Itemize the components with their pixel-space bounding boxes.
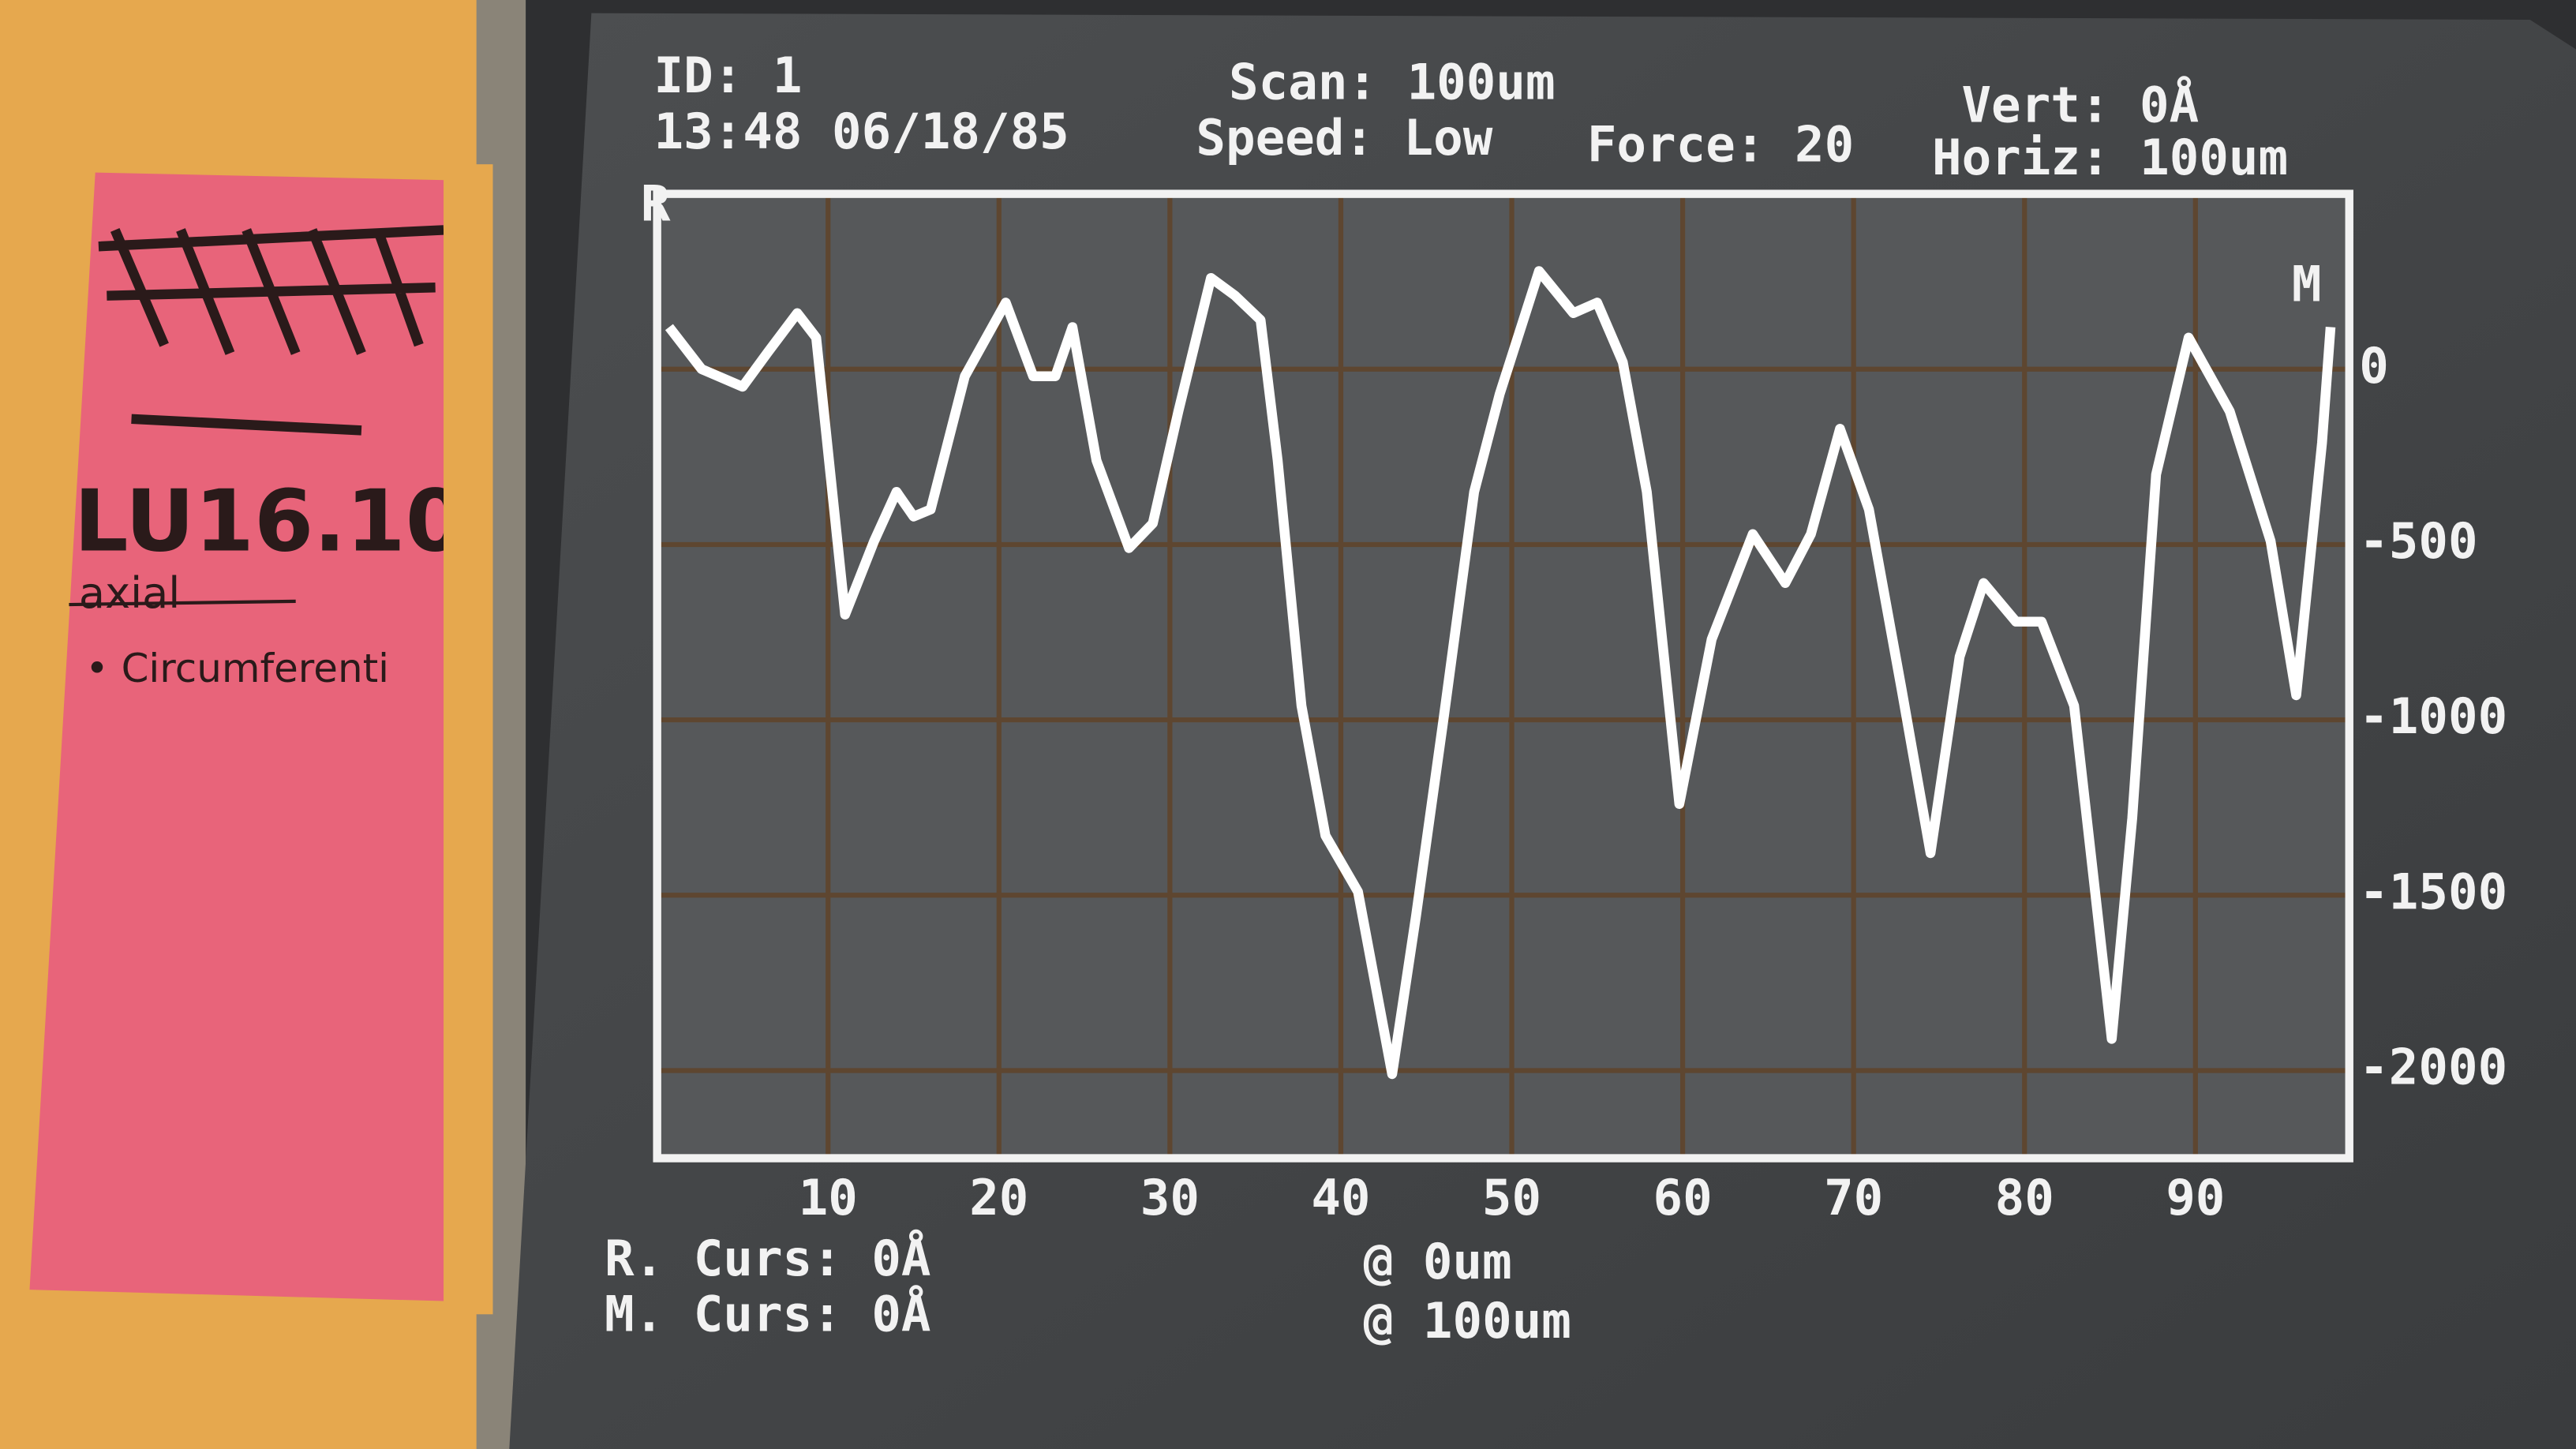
note-label: LU16.10 bbox=[74, 471, 465, 571]
y-tick-label: -500 bbox=[2359, 512, 2477, 570]
screen-text: ID: 1 bbox=[653, 47, 802, 104]
note-struck: axial bbox=[79, 568, 180, 618]
plot-area bbox=[657, 193, 2349, 1159]
screen-text: Speed: Low bbox=[1196, 109, 1492, 167]
x-tick-label: 80 bbox=[1995, 1169, 2054, 1226]
y-tick-label: -1000 bbox=[2359, 687, 2507, 745]
screen-text: @ 100um bbox=[1364, 1292, 1571, 1350]
x-tick-label: 40 bbox=[1311, 1169, 1370, 1226]
y-tick-label: 0 bbox=[2359, 337, 2389, 395]
y-tick-label: -2000 bbox=[2359, 1039, 2507, 1096]
screen-text: @ 0um bbox=[1364, 1233, 1512, 1290]
note-item: • Circumferenti bbox=[85, 646, 389, 691]
x-tick-label: 10 bbox=[799, 1169, 858, 1226]
note-clip bbox=[444, 164, 493, 1315]
screen-text: R. Curs: 0Å bbox=[605, 1230, 930, 1287]
profile-line bbox=[665, 266, 2336, 1080]
x-tick-label: 60 bbox=[1653, 1169, 1713, 1226]
screen-text: 13:48 06/18/85 bbox=[653, 103, 1069, 160]
x-tick-label: 20 bbox=[969, 1169, 1028, 1226]
plot-frame bbox=[653, 189, 2353, 1163]
x-tick-label: 90 bbox=[2166, 1169, 2225, 1226]
sticky-note: LU16.10 axial • Circumferenti bbox=[29, 172, 474, 1301]
screen-text: Force: 20 bbox=[1587, 115, 1854, 173]
strike bbox=[69, 599, 296, 607]
plot: 0 -500 -1000 -1500 -2000 10 20 30 40 50 60 70 80 90 ID… bbox=[605, 47, 2507, 1350]
screen-text: Horiz: 100um bbox=[1932, 129, 2288, 186]
scribble bbox=[98, 225, 444, 436]
x-tick-label: 30 bbox=[1140, 1169, 1200, 1226]
note-paper bbox=[29, 172, 474, 1301]
screen-text: Scan: 100um bbox=[1229, 53, 1555, 110]
screen-text: M bbox=[2292, 255, 2322, 313]
x-tick-label: 50 bbox=[1482, 1169, 1541, 1226]
y-tick-label: -1500 bbox=[2359, 863, 2507, 920]
screen-text: M. Curs: 0Å bbox=[605, 1286, 930, 1343]
screen-text: Vert: 0Å bbox=[1961, 76, 2199, 133]
screen-text: R bbox=[641, 174, 671, 232]
x-tick-label: 70 bbox=[1824, 1169, 1883, 1226]
